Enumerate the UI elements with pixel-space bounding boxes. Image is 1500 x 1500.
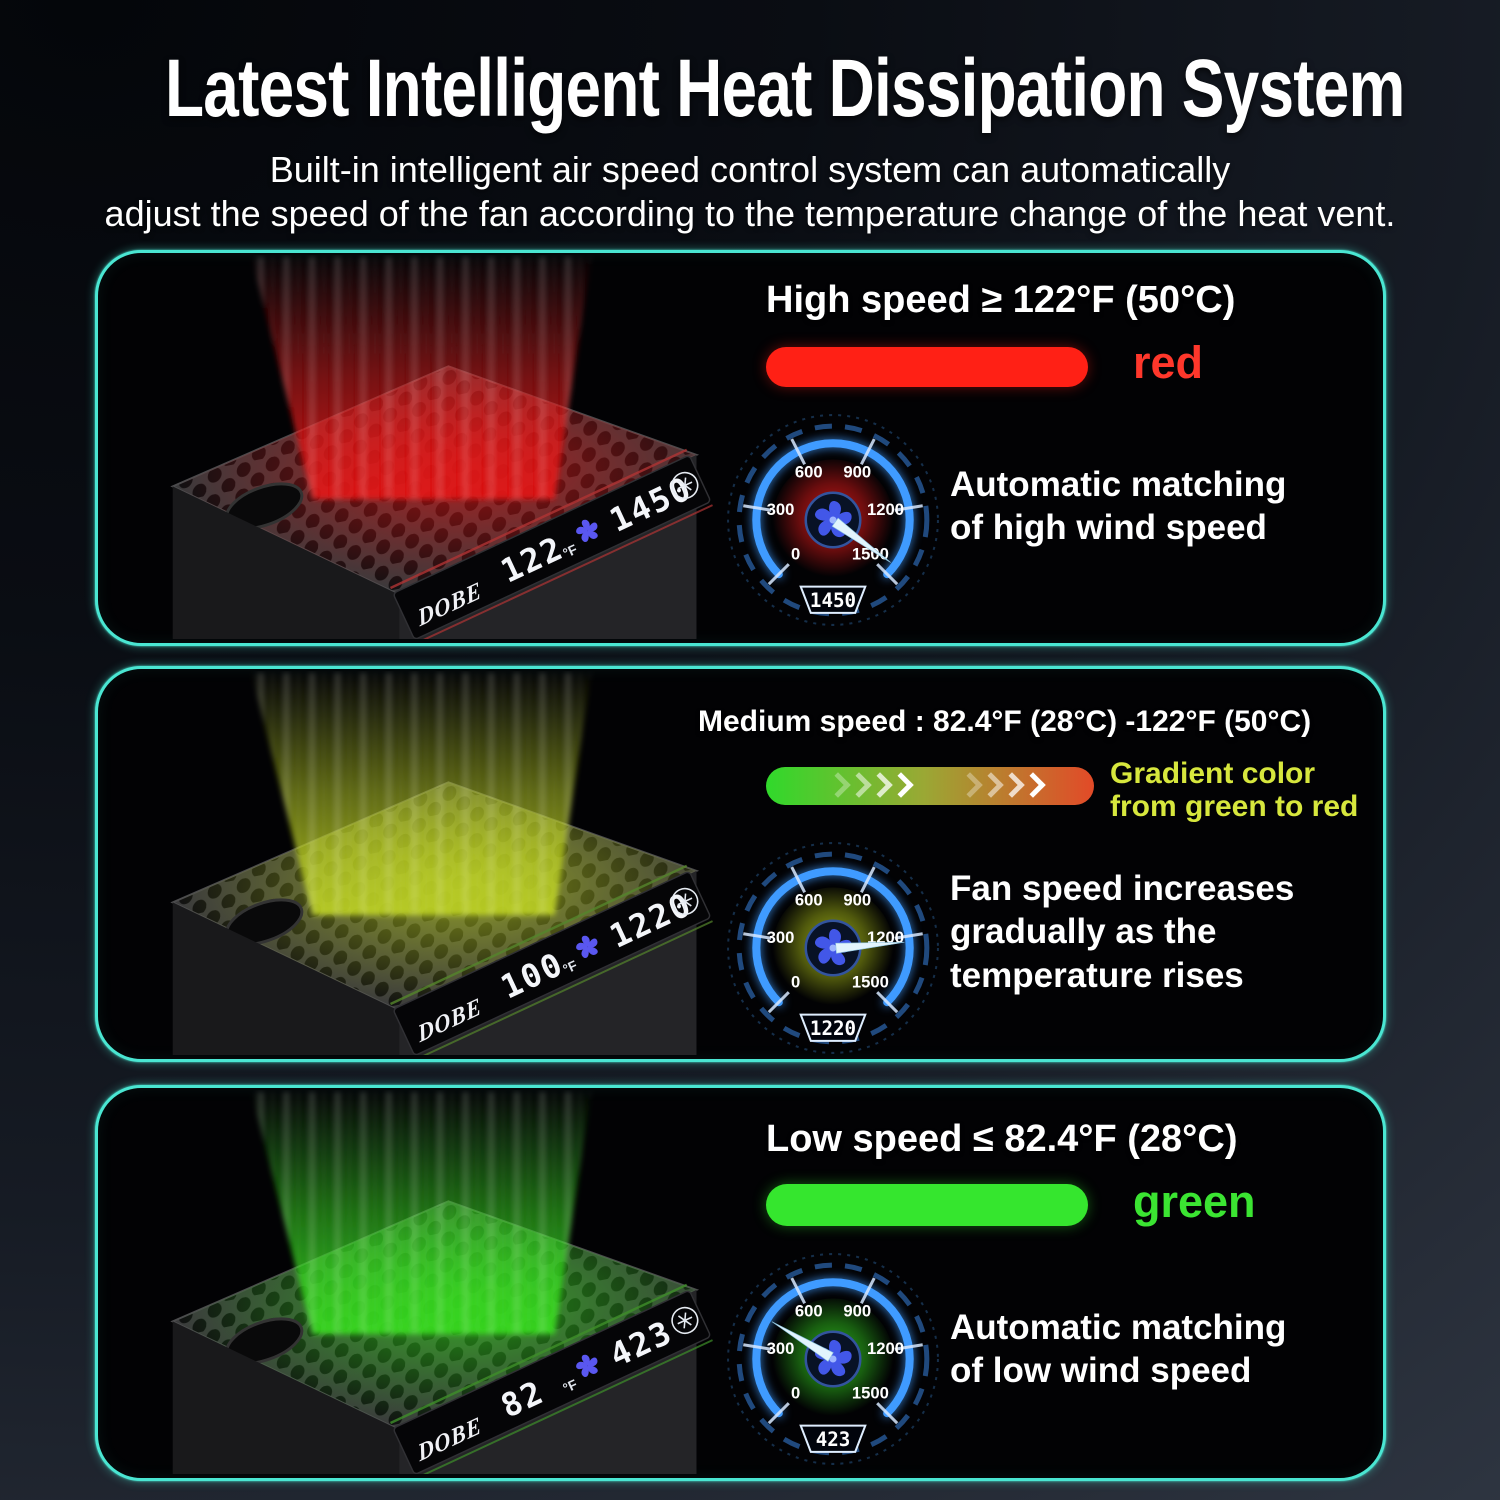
display-temp-unit: °F (561, 1377, 580, 1396)
gradient-color-bar (766, 767, 1094, 805)
airflow-beams (251, 672, 592, 916)
svg-text:0: 0 (791, 972, 800, 991)
defrost-icon (671, 1306, 699, 1335)
cooler-product-photo: DOBE 122 °F 1450 (170, 256, 713, 639)
fan-icon (576, 935, 598, 958)
cooler-product-photo: DOBE 82 °F 423 (170, 1091, 713, 1474)
fan-icon (576, 1354, 598, 1377)
svg-text:600: 600 (795, 463, 823, 482)
svg-text:300: 300 (767, 500, 795, 519)
defrost-icon (671, 887, 699, 916)
gauge-needle (771, 1321, 834, 1362)
airflow-beams (251, 1091, 592, 1335)
gauge-readout: 1220 (810, 1017, 856, 1040)
speed-mode-headline: Medium speed : 82.4°F (28°C) -122°F (50°… (698, 705, 1312, 738)
mode-description: Automatic matching of high wind speed (950, 465, 1287, 548)
svg-text:300: 300 (767, 1339, 795, 1358)
chevron-right-icons (825, 772, 914, 798)
status-color-bar (766, 347, 1088, 387)
svg-text:1500: 1500 (852, 544, 889, 563)
svg-text:600: 600 (795, 891, 823, 910)
chevron-right-icons (957, 772, 1046, 798)
status-color-label: red (1133, 337, 1204, 388)
subtitle-line-2: adjust the speed of the fan according to… (104, 192, 1396, 234)
gauge-readout: 1450 (810, 589, 856, 612)
chevron-right-icon (888, 772, 914, 798)
status-color-bar (766, 1184, 1088, 1226)
svg-text:1500: 1500 (852, 1383, 889, 1402)
svg-text:1500: 1500 (852, 972, 889, 991)
defrost-icon (671, 471, 699, 500)
gradient-color-label: Gradient color from green to red (1110, 757, 1359, 823)
airflow-beams (251, 256, 592, 500)
status-color-label: green (1133, 1176, 1256, 1227)
fan-icon (576, 519, 598, 542)
panel-low-speed: DOBE 82 °F 423 Low speed (95, 1085, 1386, 1481)
box-left-face (172, 902, 400, 1055)
speed-mode-headline: High speed ≥ 122°F (50°C) (766, 279, 1236, 321)
fan-speed-gauge: 0 300 600 900 1200 1500 1220 (727, 842, 939, 1054)
svg-text:0: 0 (791, 544, 800, 563)
svg-text:900: 900 (843, 1302, 871, 1321)
page-subtitle: Built-in intelligent air speed control s… (0, 148, 1500, 236)
panel-high-speed: DOBE 122 °F 1450 High sp (95, 250, 1386, 646)
led-display: DOBE 122 °F 1450 (389, 448, 713, 639)
subtitle-line-1: Built-in intelligent air speed control s… (269, 149, 1231, 190)
panel-medium-speed: DOBE 100 °F 1220 Medium (95, 666, 1386, 1062)
svg-text:600: 600 (795, 1302, 823, 1321)
svg-text:1200: 1200 (867, 500, 904, 519)
svg-text:0: 0 (791, 1383, 800, 1402)
gauge-needle (835, 941, 905, 954)
fan-speed-gauge: 0 300 600 900 1200 1500 1450 (727, 414, 939, 626)
gauge-needle (831, 517, 891, 563)
display-temp-unit: °F (561, 958, 580, 977)
chevron-right-icon (1020, 772, 1046, 798)
display-temp-unit: °F (561, 542, 580, 561)
mode-description: Fan speed increases gradually as the tem… (950, 869, 1295, 995)
svg-text:300: 300 (767, 928, 795, 947)
box-left-face (172, 1321, 400, 1474)
mode-description: Automatic matching of low wind speed (950, 1308, 1287, 1391)
led-display: DOBE 82 °F 423 (389, 1283, 713, 1474)
svg-text:900: 900 (843, 891, 871, 910)
fan-speed-gauge: 0 300 600 900 1200 1500 423 (727, 1253, 939, 1465)
page-title: Latest Intelligent Heat Dissipation Syst… (165, 43, 1405, 134)
cooler-product-photo: DOBE 100 °F 1220 (170, 672, 713, 1055)
speed-mode-headline: Low speed ≤ 82.4°F (28°C) (766, 1118, 1238, 1160)
svg-text:900: 900 (843, 463, 871, 482)
svg-text:1200: 1200 (867, 1339, 904, 1358)
box-left-face (172, 486, 400, 639)
gauge-readout: 423 (816, 1428, 851, 1451)
